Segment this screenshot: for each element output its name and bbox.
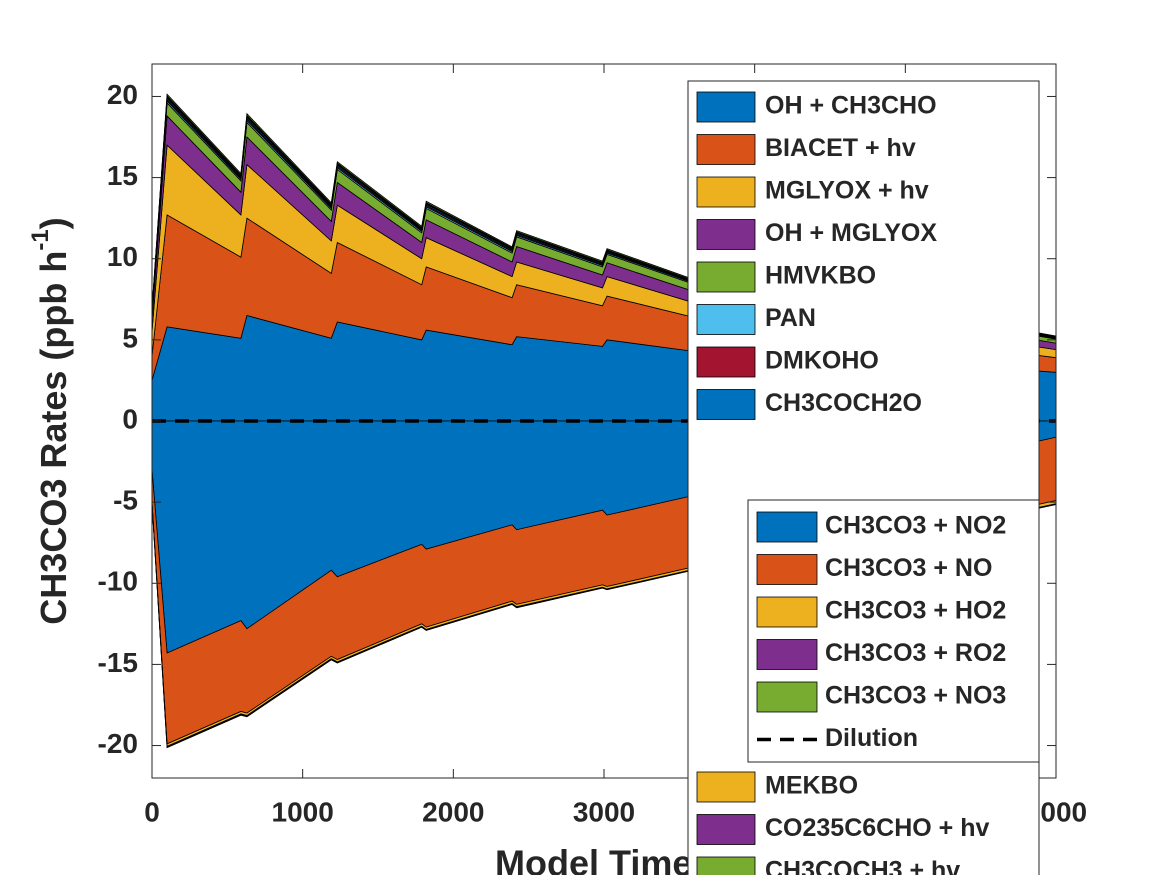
legend-swatch (696, 91, 756, 123)
y-tick-label: 10 (107, 241, 138, 272)
legend-label: HMVKBO (765, 262, 876, 290)
area (152, 503, 1056, 749)
area (152, 93, 1056, 338)
legend-swatch (756, 596, 818, 628)
legend-label: CH3CO3 + HO2 (825, 597, 1006, 625)
legend-box (747, 499, 1040, 763)
x-tick-label: 0 (144, 796, 160, 827)
legend-label: MGLYOX + hv (765, 177, 929, 205)
legend-swatch (696, 261, 756, 293)
legend-label: CH3COCH2O (765, 389, 922, 417)
legend-label: Dilution (825, 724, 918, 752)
y-label-suffix: ) (33, 217, 74, 229)
legend-swatch (696, 304, 756, 335)
legend-label: OH + MGLYOX (765, 219, 937, 247)
legend-label: CH3CO3 + RO2 (825, 639, 1006, 667)
y-tick-label: -15 (98, 647, 138, 678)
legend-swatch (696, 134, 756, 165)
legend-swatch (756, 511, 818, 543)
legend-label: MEKBO (765, 772, 858, 800)
x-tick-label: 1000 (272, 796, 334, 827)
legend-swatch (696, 346, 756, 378)
legend-swatch (696, 176, 756, 208)
legend-label: BIACET + hv (765, 134, 916, 162)
legend-label: OH + CH3CHO (765, 92, 937, 120)
legend-swatch (756, 681, 818, 713)
y-tick-label: 5 (122, 322, 138, 353)
legend-label: CH3COCH3 + hv (765, 857, 960, 875)
x-tick-label: 2000 (422, 796, 484, 827)
y-tick-label: 15 (107, 160, 138, 191)
y-tick-label: 0 (122, 403, 138, 434)
legend-label: DMKOHO (765, 347, 879, 375)
legends: OH + CH3CHO BIACET + hv MGLYOX + hv OH + MG… (687, 80, 1040, 875)
legend-swatch (756, 639, 818, 670)
y-tick-label: -20 (98, 728, 138, 759)
y-tick-label: -5 (113, 485, 138, 516)
y-label-superscript: -1 (27, 229, 54, 250)
legend-swatch (696, 814, 756, 845)
x-axis-label: Model Time (495, 843, 692, 875)
legend-swatch (696, 389, 756, 420)
x-tick-label: 3000 (573, 796, 635, 827)
legend-swatch (756, 554, 818, 585)
y-label-text: CH3CO3 Rates (ppb h (33, 251, 74, 625)
y-tick-label: -10 (98, 566, 138, 597)
legend-label: CO235C6CHO + hv (765, 814, 989, 842)
legend-label: CH3CO3 + NO2 (825, 512, 1006, 540)
legend-label: CH3CO3 + NO3 (825, 682, 1006, 710)
y-tick-label: 20 (107, 79, 138, 110)
legend-label: PAN (765, 304, 816, 332)
y-axis-label: CH3CO3 Rates (ppb h-1) (27, 217, 73, 624)
legend-swatch (696, 219, 756, 250)
legend-swatch (696, 856, 756, 875)
legend-swatch (696, 771, 756, 803)
legend-label: CH3CO3 + NO (825, 554, 992, 582)
